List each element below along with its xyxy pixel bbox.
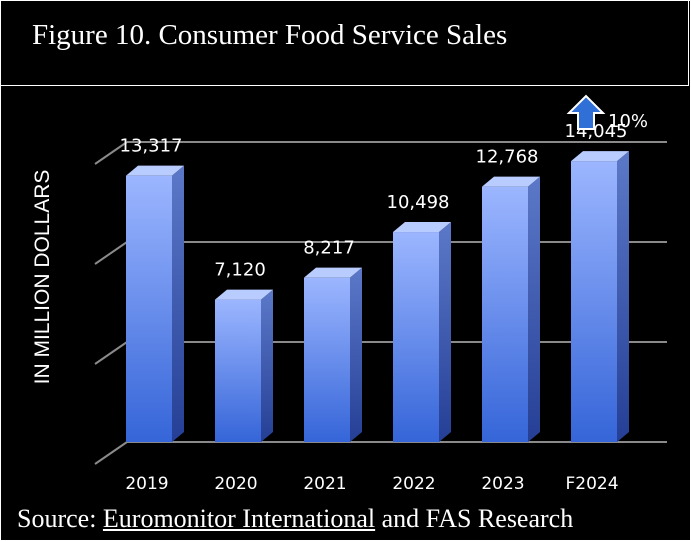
source-prefix: Source: bbox=[17, 504, 103, 533]
bar-side bbox=[528, 176, 540, 442]
x-tick-label: 2022 bbox=[392, 474, 435, 494]
bar-top bbox=[304, 267, 362, 278]
bar-front bbox=[393, 232, 439, 442]
source-note: Source: Euromonitor International and FA… bbox=[17, 504, 573, 534]
y-axis-label: IN MILLION DOLLARS bbox=[31, 170, 54, 385]
data-label: 8,217 bbox=[303, 238, 355, 259]
bar-top bbox=[126, 165, 184, 176]
growth-annotation-label: 10% bbox=[608, 111, 648, 132]
x-tick-label: 2021 bbox=[303, 474, 346, 494]
bar-top bbox=[215, 289, 273, 300]
bars bbox=[126, 151, 629, 442]
bar-side bbox=[350, 267, 362, 442]
x-tick-label: 2020 bbox=[214, 474, 257, 494]
arrow-up-icon bbox=[566, 94, 606, 130]
gridline-diagonal bbox=[94, 141, 128, 165]
bar-side bbox=[172, 165, 184, 442]
bar bbox=[126, 165, 184, 442]
bar-top bbox=[482, 176, 540, 187]
bar-front bbox=[215, 299, 261, 442]
bar-side bbox=[617, 151, 629, 442]
bar-top bbox=[393, 222, 451, 233]
bar bbox=[482, 176, 540, 442]
x-tick-label: F2024 bbox=[565, 474, 618, 494]
bar-side bbox=[439, 222, 451, 442]
x-tick-label: 2019 bbox=[125, 474, 168, 494]
bar-front bbox=[482, 186, 528, 442]
data-label: 10,498 bbox=[387, 192, 450, 213]
bar bbox=[571, 151, 629, 442]
data-label: 13,317 bbox=[120, 136, 183, 157]
bar-top bbox=[571, 151, 629, 162]
gridline-diagonal bbox=[94, 241, 128, 265]
bar-side bbox=[261, 289, 273, 442]
bar bbox=[393, 222, 451, 442]
figure-title: Figure 10. Consumer Food Service Sales bbox=[32, 19, 508, 51]
bar-front bbox=[304, 277, 350, 442]
bar bbox=[215, 289, 273, 442]
title-box: Figure 10. Consumer Food Service Sales bbox=[1, 1, 689, 86]
bar-front bbox=[571, 161, 617, 442]
data-label: 7,120 bbox=[214, 260, 266, 281]
growth-annotation: 10% bbox=[566, 94, 648, 132]
gridline-diagonal bbox=[94, 341, 128, 365]
x-tick-label: 2023 bbox=[481, 474, 524, 494]
source-link[interactable]: Euromonitor International bbox=[102, 504, 376, 533]
gridline-diagonal bbox=[94, 441, 128, 465]
bar-front bbox=[126, 175, 172, 442]
source-suffix: and FAS Research bbox=[375, 504, 574, 533]
data-label: 12,768 bbox=[476, 147, 539, 168]
bar bbox=[304, 267, 362, 442]
x-axis-ticks: 2019 2020 2021 2022 2023 F2024 bbox=[125, 474, 618, 494]
